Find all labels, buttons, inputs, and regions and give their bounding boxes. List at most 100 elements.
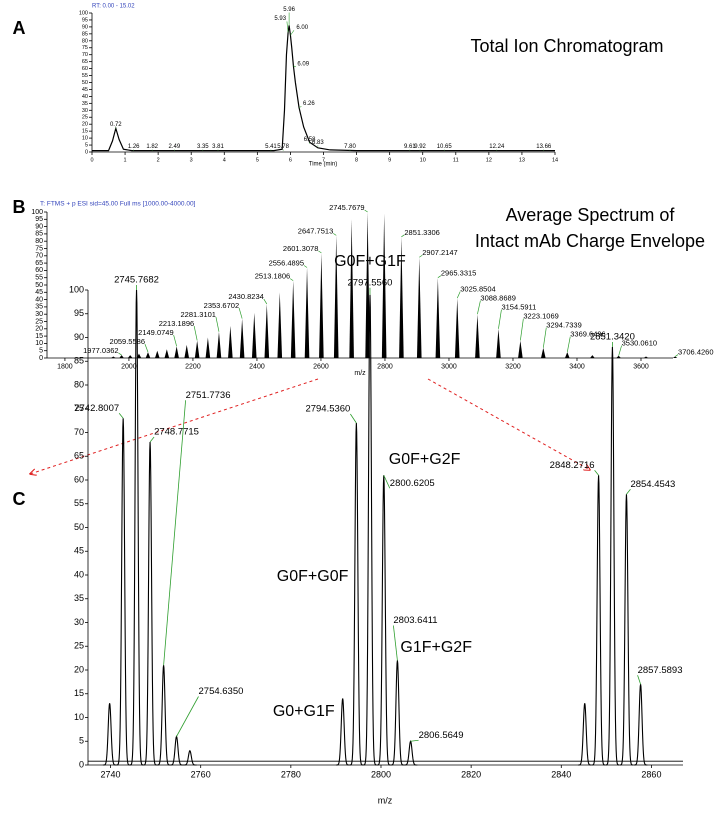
label-leader: [456, 291, 461, 299]
x-tick-label: 1800: [57, 364, 73, 371]
peak-label: 2857.5893: [638, 665, 683, 676]
peak-label: 9.61: [404, 144, 416, 150]
y-tick-label: 100: [79, 10, 88, 16]
spectrum-peak: [349, 219, 354, 358]
peak-label: 2281.3101: [181, 310, 216, 319]
spectrum-peak: [184, 344, 190, 358]
peak-label: 6.26: [303, 101, 315, 107]
spectrum-peak: [127, 355, 133, 358]
spectrum-peak: [590, 355, 595, 358]
label-leader: [350, 413, 357, 424]
y-tick-label: 65: [35, 260, 43, 267]
peak-label: 3025.8504: [460, 285, 495, 294]
glycoform-annotation: G0+G1F: [273, 703, 335, 720]
x-tick-label: 10: [420, 157, 426, 163]
peak-label: 6.58: [304, 137, 316, 143]
x-tick-label: 2820: [461, 770, 481, 780]
spectrum-header: T: FTMS + p ESI sid=45.00 Full ms [1000.…: [40, 201, 196, 208]
label-leader: [318, 250, 322, 254]
peak-label: 2794.5360: [305, 404, 350, 415]
peak-label: 2601.3078: [283, 244, 318, 253]
y-tick-label: 30: [82, 108, 88, 114]
y-tick-label: 5: [85, 143, 88, 149]
x-tick-label: 3000: [441, 364, 457, 371]
spectrum-peak: [145, 352, 151, 358]
y-tick-label: 60: [35, 267, 43, 274]
label-leader: [626, 489, 631, 495]
label-leader: [364, 209, 368, 213]
peak-label: 2213.1896: [159, 319, 194, 328]
x-axis-label: m/z: [354, 370, 366, 377]
label-leader: [437, 275, 442, 278]
x-tick-label: 2740: [101, 770, 121, 780]
spectrum-peak: [290, 280, 296, 358]
x-tick-label: 0: [90, 157, 93, 163]
peak-label: 6.09: [297, 61, 309, 67]
spectrum-peak: [251, 312, 257, 358]
label-leader: [149, 436, 155, 443]
peak-label: 2806.5649: [419, 730, 464, 741]
y-tick-label: 100: [31, 209, 43, 216]
peak-label: 1977.0362: [83, 346, 118, 355]
peak-label: 0.72: [110, 122, 122, 128]
spectrum-peak: [454, 298, 460, 358]
spectrum-peak: [475, 314, 480, 358]
peak-label: 2754.6350: [199, 686, 244, 697]
x-tick-label: 3: [190, 157, 193, 163]
y-tick-label: 95: [74, 308, 84, 318]
panel-letter: A: [13, 18, 26, 38]
label-leader: [303, 265, 308, 268]
peak-label: 3154.5911: [501, 303, 536, 312]
peak-label: 2745.7682: [114, 275, 159, 286]
spectrum-peak: [335, 698, 350, 766]
x-tick-label: 3400: [569, 364, 585, 371]
spectrum-peak: [169, 735, 184, 766]
label-leader: [238, 307, 243, 319]
x-tick-label: 2780: [281, 770, 301, 780]
peak-leader: [293, 65, 296, 68]
spectrum-peak: [381, 213, 387, 358]
spectrum-peak: [156, 665, 171, 766]
spectrum-peak: [672, 356, 678, 358]
spectrum-peak: [633, 684, 648, 766]
x-tick-label: 2800: [371, 770, 391, 780]
label-leader: [263, 298, 268, 305]
y-tick-label: 15: [74, 688, 84, 698]
spectrum-peak: [540, 347, 546, 358]
label-leader: [542, 327, 547, 348]
spectrum-peak: [643, 356, 649, 358]
y-tick-label: 80: [74, 379, 84, 389]
x-tick-label: 8: [355, 157, 358, 163]
peak-label: 9.92: [414, 144, 426, 150]
spectrum-peak: [116, 418, 130, 766]
chart-title: Intact mAb Charge Envelope: [475, 231, 705, 251]
chart-title: Total Ion Chromatogram: [470, 36, 663, 56]
spectrum-peak: [333, 235, 339, 358]
y-tick-label: 25: [82, 115, 88, 121]
peak-label: 2907.2147: [422, 248, 457, 257]
x-tick-label: 2600: [313, 364, 329, 371]
peak-label: 2059.5586: [110, 337, 145, 346]
peak-label: 13.66: [536, 144, 552, 150]
peak-label: 12.24: [489, 144, 505, 150]
x-tick-label: 7: [322, 157, 325, 163]
x-axis-label: m/z: [378, 795, 393, 805]
spectrum-peak: [164, 349, 170, 358]
peak-label: 6.00: [296, 25, 308, 31]
y-tick-label: 45: [74, 546, 84, 556]
y-tick-label: 35: [82, 101, 88, 107]
spectrum-peak: [390, 660, 405, 766]
glycoform-annotation: G0F+G1F: [334, 253, 406, 270]
chart-title: Average Spectrum of: [506, 205, 676, 225]
label-leader: [419, 254, 423, 258]
x-tick-label: 2400: [249, 364, 265, 371]
peak-label: 2.49: [169, 144, 181, 150]
y-tick-label: 40: [74, 569, 84, 579]
spectrum-peak: [416, 257, 422, 358]
y-tick-label: 60: [74, 474, 84, 484]
x-tick-label: 2860: [641, 770, 661, 780]
spectrum-peak: [577, 703, 592, 766]
zoom-arrow: [30, 378, 319, 474]
y-tick-label: 10: [35, 340, 43, 347]
y-tick-label: 30: [74, 617, 84, 627]
